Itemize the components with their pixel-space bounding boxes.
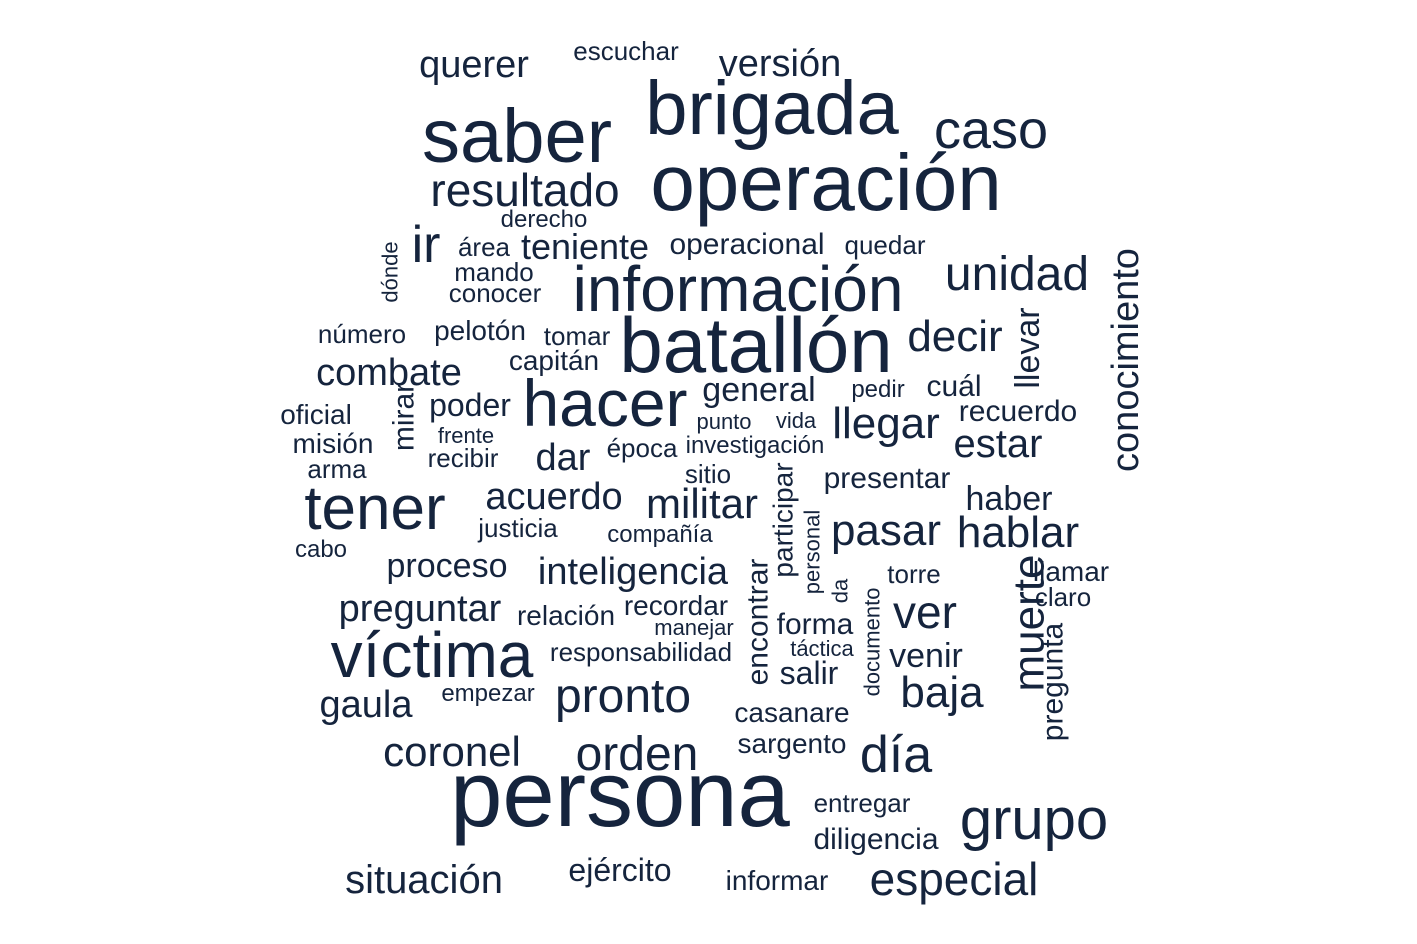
word-mision: misión <box>293 428 374 459</box>
word-pregunta: pregunta <box>1037 622 1070 741</box>
word-recibir: recibir <box>428 443 499 473</box>
word-claro: claro <box>1035 582 1091 612</box>
word-general: general <box>702 371 815 409</box>
word-combate: combate <box>316 352 462 394</box>
word-casanare: casanare <box>734 697 849 728</box>
word-estar: estar <box>954 422 1043 466</box>
word-sargento: sargento <box>738 728 847 759</box>
word-conocimiento: conocimiento <box>1105 248 1147 472</box>
word-mando: mando <box>454 257 534 287</box>
word-pedir: pedir <box>851 376 904 403</box>
word-salir: salir <box>780 655 839 691</box>
word-capitan: capitán <box>509 345 599 376</box>
word-saber: saber <box>422 94 612 179</box>
word-escuchar: escuchar <box>573 36 679 66</box>
word-compania: compañía <box>607 521 713 548</box>
word-llegar: llegar <box>832 399 940 448</box>
word-presentar: presentar <box>824 462 951 495</box>
word-donde: dónde <box>378 241 403 302</box>
word-cual: cuál <box>926 370 981 403</box>
word-victima: víctima <box>331 619 534 691</box>
word-ver: ver <box>893 586 957 638</box>
word-baja: baja <box>900 668 984 717</box>
word-investigacion: investigación <box>686 432 825 459</box>
word-encontrar: encontrar <box>742 559 775 686</box>
word-relacion: relación <box>517 600 615 631</box>
word-justicia: justicia <box>477 513 558 543</box>
word-version: versión <box>719 43 842 85</box>
word-llevar: llevar <box>1009 307 1047 388</box>
word-venir: venir <box>889 637 963 675</box>
word-teniente: teniente <box>521 226 649 267</box>
word-documento: documento <box>860 588 885 697</box>
word-decir: decir <box>907 312 1002 361</box>
word-manejar: manejar <box>654 615 733 640</box>
word-hacer: hacer <box>522 366 687 440</box>
word-numero: número <box>318 319 406 349</box>
word-querer: querer <box>419 44 529 86</box>
word-derecho: derecho <box>501 206 588 233</box>
word-poder: poder <box>429 387 511 423</box>
word-haber: haber <box>966 480 1053 518</box>
word-entregar: entregar <box>814 788 911 818</box>
word-situacion: situación <box>345 858 503 902</box>
word-informacion: información <box>573 253 904 325</box>
word-mirar: mirar <box>388 383 421 451</box>
word-sitio: sitio <box>685 459 731 489</box>
word-pasar: pasar <box>831 506 941 555</box>
word-empezar: empezar <box>441 680 534 707</box>
word-operacional: operacional <box>669 228 824 261</box>
word-diligencia: diligencia <box>813 823 938 856</box>
word-responsabilidad: responsabilidad <box>550 637 732 667</box>
word-recordar: recordar <box>624 590 728 621</box>
word-persona: persona <box>450 741 790 846</box>
word-batallon: batallón <box>619 301 892 389</box>
word-militar: militar <box>646 480 758 527</box>
word-ir: ir <box>412 216 441 274</box>
word-personal: personal <box>800 510 825 594</box>
word-cabo: cabo <box>295 536 347 563</box>
word-especial: especial <box>870 853 1039 905</box>
word-tener: tener <box>304 474 445 543</box>
word-area: área <box>458 232 511 262</box>
word-operacion: operación <box>650 138 1001 227</box>
word-proceso: proceso <box>387 547 508 585</box>
word-inteligencia: inteligencia <box>538 551 729 593</box>
word-preguntar: preguntar <box>339 588 502 630</box>
word-arma: arma <box>307 454 367 484</box>
word-acuerdo: acuerdo <box>485 476 622 518</box>
word-grupo: grupo <box>960 787 1108 852</box>
word-punto: punto <box>696 409 751 434</box>
word-tomar: tomar <box>544 321 611 351</box>
word-frente: frente <box>438 423 494 448</box>
word-oficial: oficial <box>280 399 352 430</box>
word-dar: dar <box>536 437 591 479</box>
word-epoca: época <box>607 433 678 463</box>
word-caso: caso <box>934 100 1048 160</box>
word-conocer: conocer <box>449 278 542 308</box>
word-informar: informar <box>726 865 829 896</box>
word-llamar: llamar <box>1033 556 1109 587</box>
word-gaula: gaula <box>320 684 414 726</box>
word-muerte: muerte <box>1005 555 1054 692</box>
word-quedar: quedar <box>845 230 926 260</box>
word-participar: participar <box>768 462 799 577</box>
word-hablar: hablar <box>957 508 1079 557</box>
word-recuerdo: recuerdo <box>959 395 1077 428</box>
word-resultado: resultado <box>430 164 619 216</box>
word-unidad: unidad <box>945 248 1089 301</box>
word-coronel: coronel <box>383 728 521 775</box>
word-orden: orden <box>576 728 699 781</box>
word-brigada: brigada <box>645 66 899 151</box>
word-ejercito: ejército <box>568 852 671 888</box>
word-vida: vida <box>776 408 817 433</box>
word-tactica: táctica <box>790 636 854 661</box>
word-dia: día <box>860 726 932 784</box>
word-peloton: pelotón <box>434 315 526 346</box>
word-da: da <box>828 578 853 603</box>
word-torre: torre <box>887 559 940 589</box>
word-forma: forma <box>777 608 854 641</box>
word-pronto: pronto <box>555 670 691 723</box>
